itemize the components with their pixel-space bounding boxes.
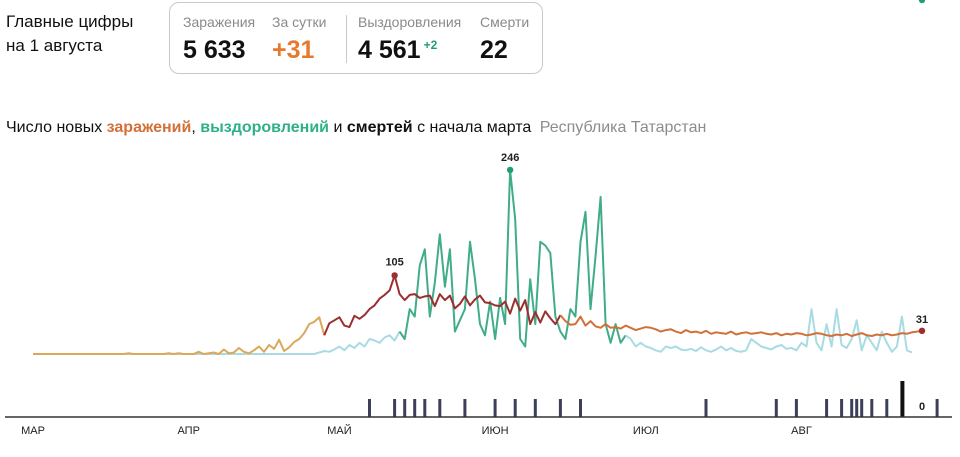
x-tick-label: ИЮЛ bbox=[633, 425, 659, 437]
chart-title-region: Республика Татарстан bbox=[539, 119, 707, 136]
chart-title-prefix: Число новых bbox=[6, 119, 103, 136]
death-bar bbox=[855, 399, 859, 417]
headline-line-2: на 1 августа bbox=[6, 36, 103, 55]
death-bar bbox=[935, 399, 939, 417]
chart-title-recoveries-word: выздоровлений bbox=[200, 119, 329, 136]
chart-title-comma: , bbox=[191, 119, 196, 136]
recoveries-peak-label: 246 bbox=[501, 152, 519, 164]
stat-recovered-value-wrap: 4 561 +2 bbox=[358, 36, 461, 65]
stats-divider bbox=[346, 15, 347, 63]
infections-line-late bbox=[559, 314, 923, 337]
death-bar bbox=[463, 399, 467, 417]
death-bar bbox=[438, 399, 442, 417]
stat-day-value: +31 bbox=[272, 36, 315, 64]
recoveries-line-early bbox=[33, 331, 401, 355]
x-tick-label: ИЮН bbox=[482, 425, 509, 437]
recoveries-peak-marker bbox=[506, 166, 514, 174]
recoveries-line-late bbox=[625, 308, 913, 354]
stat-deaths-value: 22 bbox=[480, 36, 508, 64]
death-bar bbox=[774, 399, 778, 417]
death-bar bbox=[860, 399, 864, 417]
infections-line-early bbox=[33, 316, 326, 355]
death-bar bbox=[704, 399, 708, 417]
death-bar bbox=[794, 399, 798, 417]
x-tick-label: МАР bbox=[21, 425, 45, 437]
stat-recovered-delta: +2 bbox=[423, 38, 438, 52]
death-bar bbox=[368, 399, 371, 417]
death-bar bbox=[870, 399, 874, 417]
chart-title-and: и bbox=[333, 119, 343, 136]
infections-peak-label: 105 bbox=[385, 256, 403, 268]
infections-last-marker bbox=[918, 327, 926, 335]
deaths-last-label: 0 bbox=[919, 401, 925, 413]
death-bar bbox=[423, 399, 427, 417]
death-bar bbox=[533, 399, 537, 417]
x-tick-label: МАЙ bbox=[327, 424, 351, 437]
stat-infections-value: 5 633 bbox=[183, 36, 246, 64]
x-tick-label: АПР bbox=[177, 425, 199, 437]
headline-line-1: Главные цифры bbox=[6, 12, 134, 31]
recoveries-last-marker bbox=[918, 0, 926, 4]
stat-recovered-label: Выздоровления bbox=[358, 14, 462, 30]
stat-infections: Заражения 5 633 bbox=[183, 14, 255, 65]
stat-infections-label: Заражения bbox=[183, 14, 256, 30]
stat-deaths: Смерти 22 bbox=[480, 14, 529, 65]
death-bar bbox=[840, 399, 844, 417]
chart-title-suffix: с начала марта bbox=[417, 119, 532, 136]
death-bar bbox=[493, 399, 497, 417]
x-tick-label: АВГ bbox=[791, 425, 812, 437]
death-bar bbox=[850, 399, 854, 417]
death-bar bbox=[403, 399, 407, 417]
chart-title-deaths-word: смертей bbox=[346, 119, 413, 136]
stat-day-label: За сутки bbox=[272, 14, 327, 30]
infections-peak-marker bbox=[391, 272, 398, 279]
death-bar bbox=[393, 399, 397, 417]
death-bar bbox=[513, 399, 517, 417]
death-bar bbox=[900, 381, 905, 417]
death-bar bbox=[413, 399, 417, 417]
death-bar bbox=[558, 399, 562, 417]
infections-line-peak bbox=[323, 274, 562, 336]
stat-day: За сутки +31 bbox=[272, 14, 327, 65]
infections-last-label: 31 bbox=[916, 314, 928, 326]
death-bar bbox=[579, 399, 582, 417]
recoveries-line-peak bbox=[398, 168, 627, 348]
death-bar bbox=[825, 399, 829, 417]
chart-title-infections-word: заражений bbox=[106, 119, 192, 136]
stat-recovered: Выздоровления 4 561 +2 bbox=[358, 14, 461, 65]
recoveries-last-label: 2 bbox=[919, 0, 925, 3]
death-bar bbox=[885, 399, 889, 417]
stat-recovered-value: 4 561 bbox=[358, 36, 421, 64]
stats-panel: Заражения 5 633 За сутки +31 Выздоровлен… bbox=[169, 2, 543, 74]
stat-deaths-label: Смерти bbox=[480, 14, 530, 30]
chart-title: Число новых заражений, выздоровлений и с… bbox=[6, 119, 706, 137]
headline: Главные цифры на 1 августа bbox=[6, 10, 133, 58]
